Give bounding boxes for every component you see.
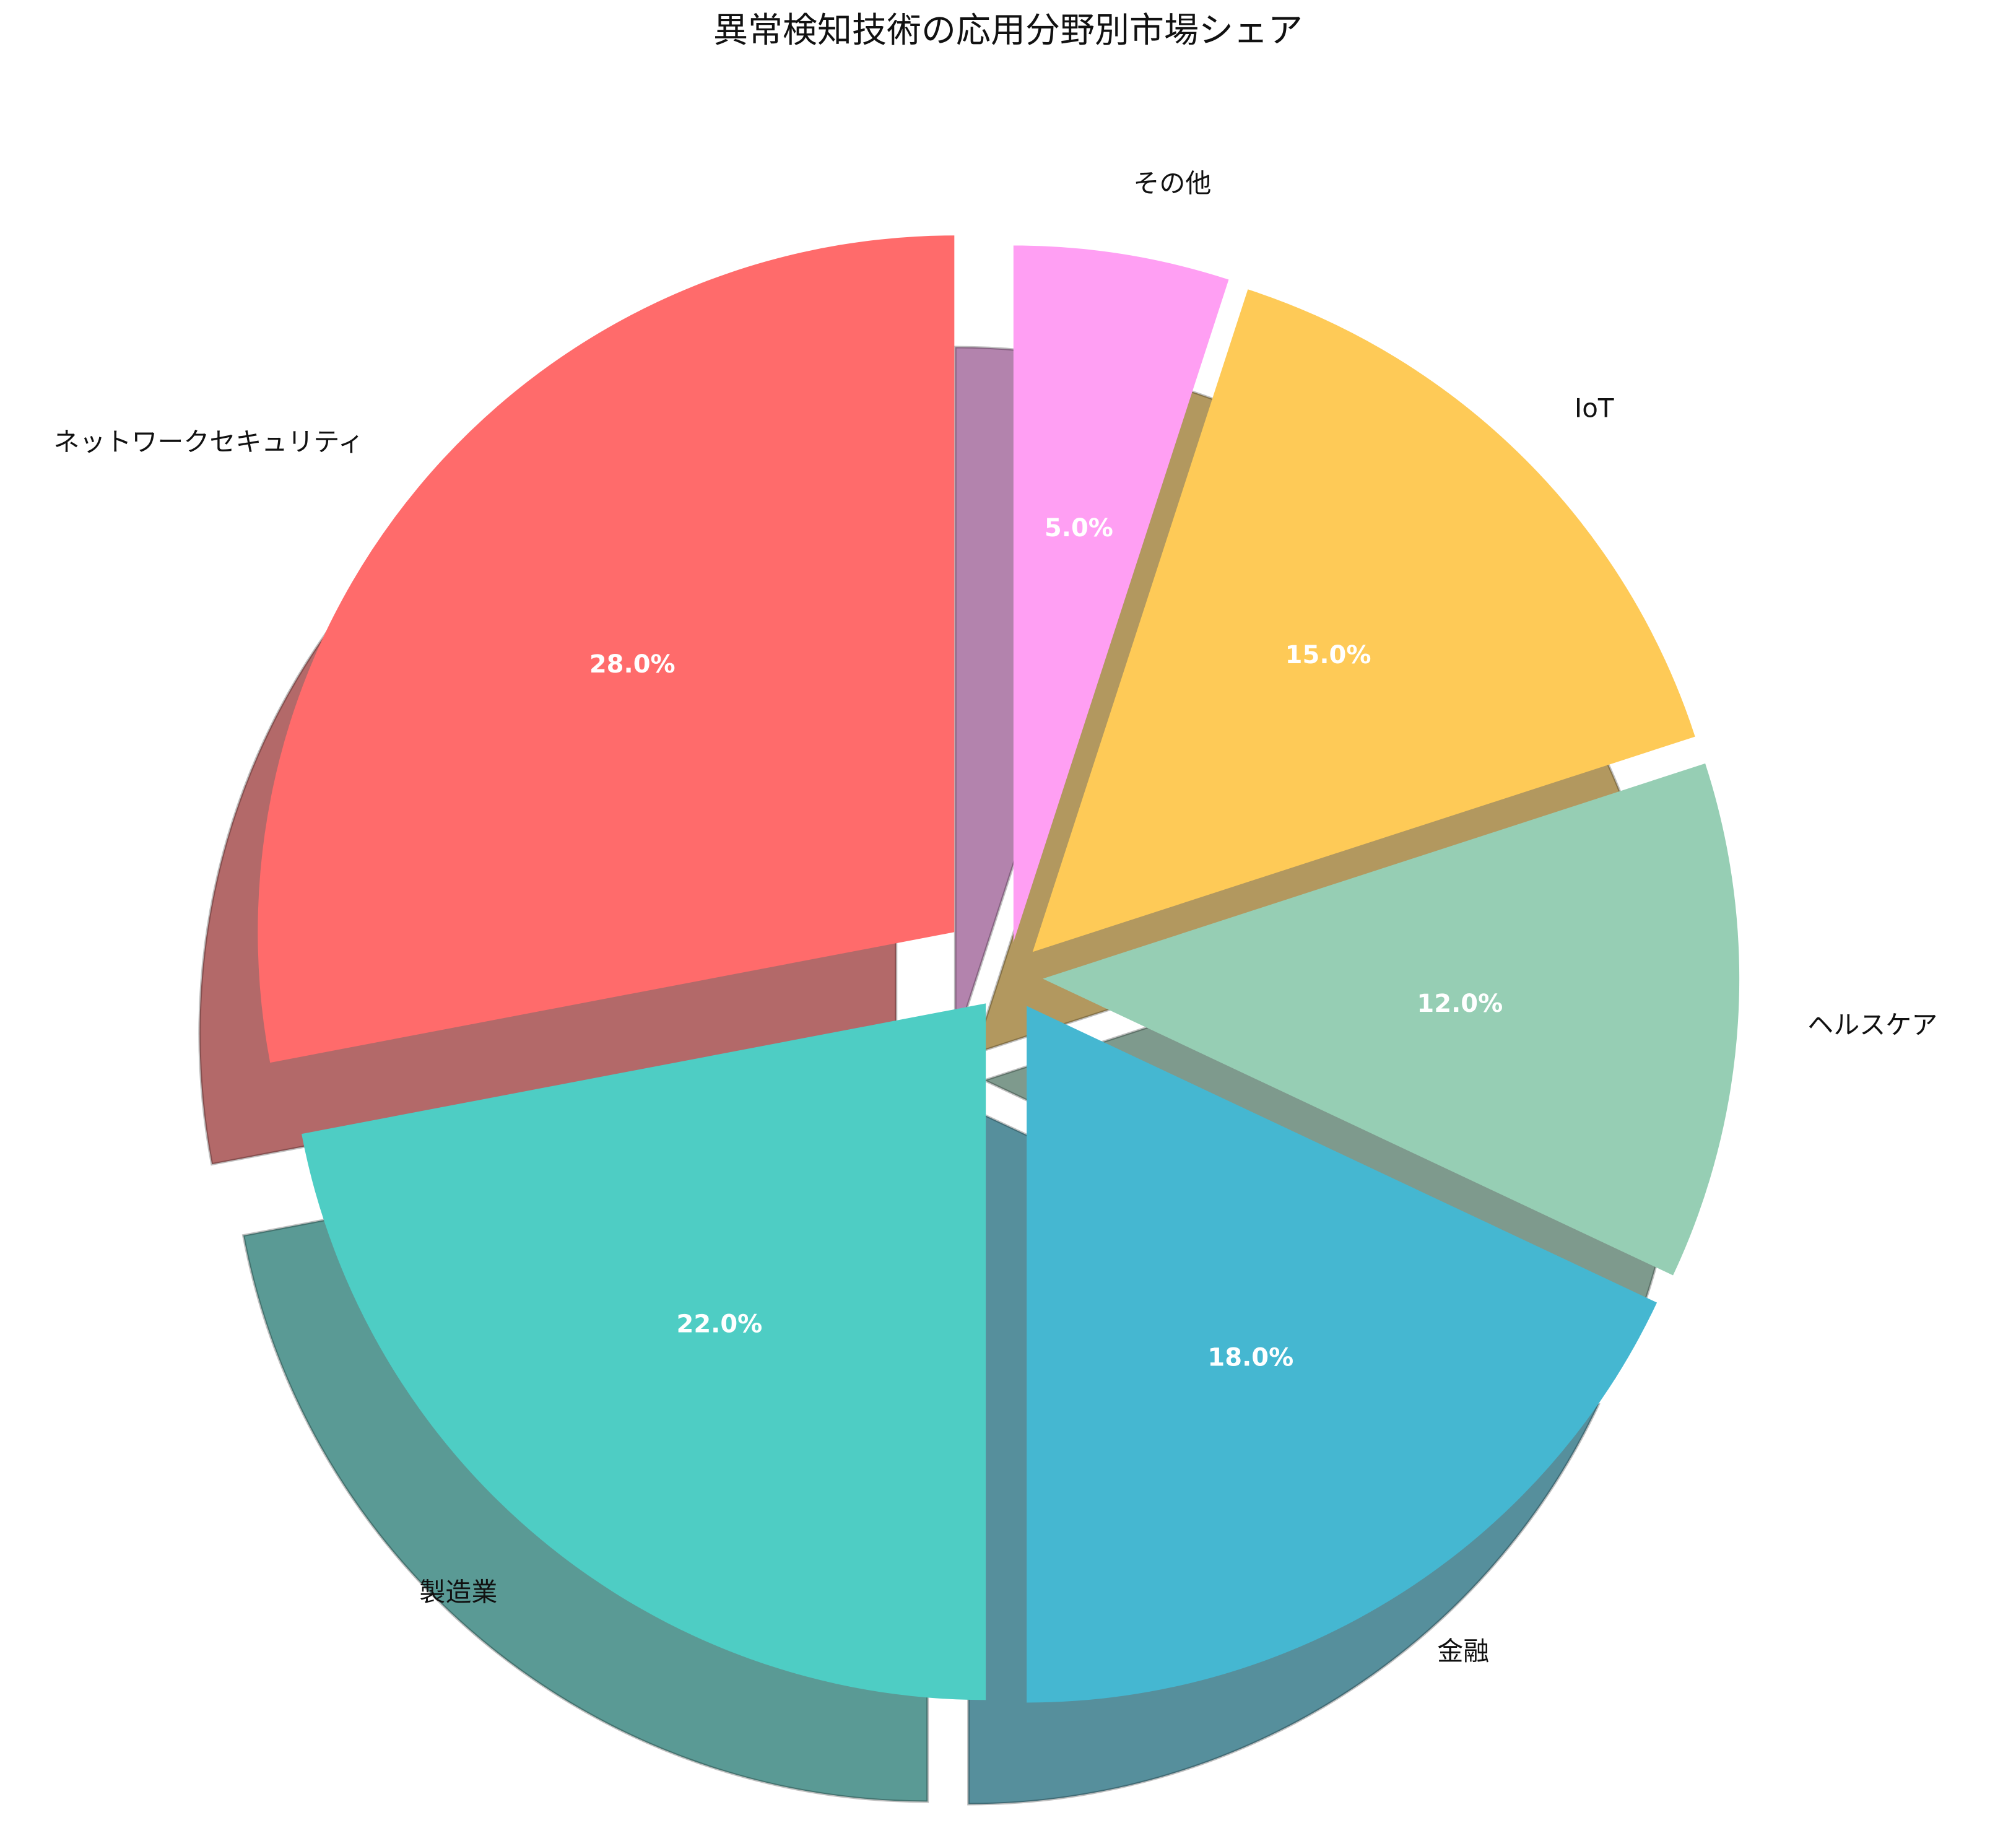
- slice-2-wedge: [302, 1003, 986, 1700]
- slice-layer: [258, 235, 1740, 1703]
- slice-1-percent-label: 28.0%: [589, 650, 676, 679]
- slice-6-wedge: [1013, 245, 1229, 942]
- slice-6-percent-label: 5.0%: [1045, 514, 1113, 542]
- slice-3-category-label: 金融: [1437, 1636, 1489, 1666]
- slice-5-wedge: [1032, 289, 1695, 952]
- slice-1-category-label: ネットワークセキュリティ: [53, 427, 363, 457]
- slice-3-percent-label: 18.0%: [1207, 1343, 1293, 1372]
- slice-5-percent-label: 15.0%: [1285, 641, 1371, 669]
- label-layer: ネットワークセキュリティ 28.0% 製造業 22.0% 金融 18.0% ヘルスケア 12.…: [53, 168, 1937, 1666]
- slice-5-category-label: IoT: [1575, 393, 1614, 424]
- slice-4-category-label: ヘルスケア: [1807, 1010, 1937, 1040]
- slice-4-wedge: [1043, 763, 1740, 1276]
- slice-4-percent-label: 12.0%: [1417, 990, 1503, 1018]
- slice-6-category-label: その他: [1133, 168, 1211, 199]
- chart-title: 異常検知技術の応用分野別市場シェア: [713, 11, 1303, 51]
- slice-2-percent-label: 22.0%: [676, 1310, 762, 1338]
- slice-2-category-label: 製造業: [419, 1577, 497, 1607]
- slice-3-wedge: [1027, 1006, 1658, 1703]
- slice-1-wedge: [258, 235, 955, 1063]
